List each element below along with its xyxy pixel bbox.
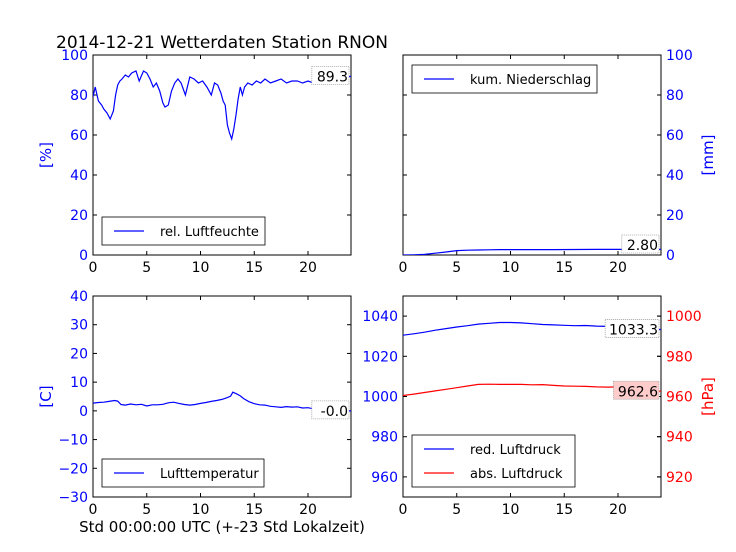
y-tick-label: 20 (70, 346, 88, 362)
legend-label: red. Luftdruck (470, 443, 561, 458)
series-line-0 (93, 391, 351, 412)
x-tick-label: 0 (399, 502, 408, 518)
y-tick-label: 1040 (362, 309, 398, 325)
x-tick-label: 15 (245, 502, 263, 518)
y-tick-label: 20 (70, 208, 88, 224)
x-axis-label: Std 00:00:00 UTC (+-23 Std Lokalzeit) (79, 518, 365, 536)
y-tick-label: 0 (666, 248, 675, 264)
y-axis-label: [mm] (699, 135, 717, 176)
y-tick-label: 0 (79, 404, 88, 420)
y-tick-label: 60 (666, 128, 684, 144)
x-tick-label: 20 (609, 502, 627, 518)
x-tick-label: 15 (555, 260, 573, 276)
y-tick-label: 960 (371, 470, 398, 486)
x-tick-label: 5 (142, 260, 151, 276)
value-label: 962.6 (618, 384, 658, 400)
y-axis-label: [C] (37, 385, 55, 407)
chart-panel-top-right: 0 5 10 15 20 0 20 40 60 80 100 [mm] kum. Niederschla… (399, 48, 717, 276)
chart-panel-bottom-left: 0 5 10 15 20 −30 −20 −10 0 10 20 30 40 [C] Lufttempera… (37, 289, 352, 518)
value-label: -0.0 (321, 404, 348, 420)
legend-frame (411, 434, 576, 488)
x-tick-label: 20 (299, 260, 317, 276)
y2-tick-label: 1000 (666, 309, 702, 325)
x-tick-label: 20 (609, 260, 627, 276)
y-tick-label: 980 (371, 430, 398, 446)
series-line-0 (403, 248, 661, 255)
figure-title: 2014-12-21 Wetterdaten Station RNON (56, 33, 388, 53)
x-tick-label: 5 (452, 260, 461, 276)
y-axis-label: [hPa] (699, 377, 717, 416)
value-label: 2.80 (627, 238, 658, 254)
y-tick-label: 20 (666, 208, 684, 224)
x-tick-label: 10 (192, 260, 210, 276)
legend: kum. Niederschlag (411, 64, 598, 94)
value-box-frame (613, 380, 660, 400)
y-tick-label: 60 (70, 128, 88, 144)
x-tick-label: 15 (245, 260, 263, 276)
y-tick-label: −10 (58, 433, 88, 449)
x-tick-label: 10 (502, 260, 520, 276)
legend-label: rel. Luftfeuchte (160, 225, 259, 240)
y-tick-label: 40 (70, 289, 88, 305)
x-tick-label: 20 (299, 502, 317, 518)
value-label: 1033.3 (609, 323, 658, 339)
legend: red. Luftdruck abs. Luftdruck (411, 434, 576, 488)
series-line-0 (93, 70, 351, 142)
y-tick-label: 80 (666, 88, 684, 104)
y2-tick-label: 940 (666, 430, 693, 446)
x-tick-label: 0 (399, 260, 408, 276)
y-tick-label: 40 (70, 168, 88, 184)
x-tick-label: 0 (89, 502, 98, 518)
value-box-frame (621, 234, 660, 254)
y-tick-label: 100 (61, 48, 88, 64)
plot-frame (92, 54, 352, 256)
legend-label: Lufttemperatur (160, 467, 259, 482)
x-tick-label: 5 (452, 502, 461, 518)
y-tick-label: 40 (666, 168, 684, 184)
x-tick-label: 15 (555, 502, 573, 518)
legend: rel. Luftfeuchte (101, 216, 266, 246)
y-tick-label: 1000 (362, 390, 398, 406)
value-box-frame (604, 319, 660, 338)
legend-label: abs. Luftdruck (470, 467, 563, 482)
y-tick-label: 10 (70, 375, 88, 391)
y2-tick-label: 960 (666, 390, 693, 406)
legend: Lufttemperatur (101, 458, 265, 488)
x-tick-label: 0 (89, 260, 98, 276)
y2-tick-label: 980 (666, 349, 693, 365)
x-tick-label: 10 (502, 502, 520, 518)
y-tick-label: 80 (70, 88, 88, 104)
y-tick-label: 100 (666, 48, 693, 64)
y-axis-label: [%] (37, 142, 55, 168)
y2-tick-label: 920 (666, 470, 693, 486)
chart-panel-bottom-right: 0 5 10 15 20 960 980 1000 1020 1040 920 940 960 980 10… (362, 295, 717, 518)
value-label: 89.3 (317, 69, 348, 85)
x-tick-label: 5 (142, 502, 151, 518)
legend-label: kum. Niederschlag (470, 73, 591, 88)
y-tick-label: −20 (58, 461, 88, 477)
value-box-frame (311, 66, 350, 85)
x-tick-label: 10 (192, 502, 210, 518)
chart-panel-top-left: 0 5 10 15 20 0 20 40 60 80 100 [%] rel. Luftfeuchte 8… (37, 48, 352, 276)
plot-frame (92, 295, 352, 498)
y-tick-label: 30 (70, 318, 88, 334)
y-tick-label: 1020 (362, 349, 398, 365)
y-tick-label: −30 (58, 490, 88, 506)
value-box-frame (311, 400, 350, 420)
plot-frame (402, 54, 662, 256)
y-tick-label: 0 (79, 248, 88, 264)
